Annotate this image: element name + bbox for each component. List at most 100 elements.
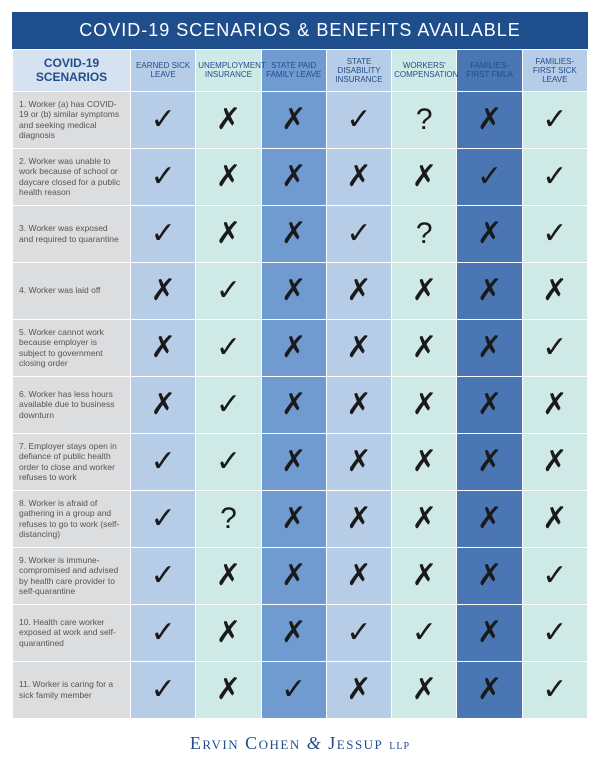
value-cell: ✓ [131,604,196,661]
value-cell: ✓ [196,433,261,490]
value-cell: ✗ [522,433,587,490]
scenario-cell: 2. Worker was unable to work because of … [13,148,131,205]
table-row: 6. Worker has less hours available due t… [13,376,588,433]
scenario-cell: 6. Worker has less hours available due t… [13,376,131,433]
value-cell: ✗ [392,148,457,205]
value-cell: ✓ [326,604,391,661]
value-cell: ✗ [522,490,587,547]
value-cell: ✗ [457,319,522,376]
value-cell: ✗ [326,433,391,490]
value-cell: ✓ [522,319,587,376]
value-cell: ✗ [261,376,326,433]
value-cell: ✗ [522,262,587,319]
value-cell: ✗ [457,604,522,661]
scenario-cell: 1. Worker (a) has COVID-19 or (b) simila… [13,91,131,148]
value-cell: ✗ [326,319,391,376]
value-cell: ✗ [326,490,391,547]
value-cell: ✗ [457,205,522,262]
benefit-header: FAMILIES-FIRST SICK LEAVE [522,50,587,92]
table-row: 4. Worker was laid off✗✓✗✗✗✗✗ [13,262,588,319]
value-cell: ✓ [131,547,196,604]
footer-ampersand: & [307,733,323,753]
scenario-cell: 8. Worker is afraid of gathering in a gr… [13,490,131,547]
footer-branding: Ervin Cohen & Jessup LLP [12,719,588,754]
value-cell: ✗ [131,262,196,319]
value-cell: ✗ [261,604,326,661]
value-cell: ✓ [522,205,587,262]
value-cell: ✗ [457,547,522,604]
value-cell: ✓ [522,91,587,148]
value-cell: ✗ [326,148,391,205]
value-cell: ✓ [131,148,196,205]
benefit-header: STATE DISABILITY INSURANCE [326,50,391,92]
value-cell: ✗ [326,661,391,718]
value-cell: ? [196,490,261,547]
value-cell: ✗ [326,547,391,604]
value-cell: ✗ [261,490,326,547]
value-cell: ✓ [392,604,457,661]
value-cell: ✓ [196,319,261,376]
value-cell: ✓ [131,661,196,718]
value-cell: ✓ [522,661,587,718]
footer-part1: Ervin Cohen [190,733,301,753]
value-cell: ✗ [196,91,261,148]
scenario-cell: 7. Employer stays open in defiance of pu… [13,433,131,490]
scenario-cell: 9. Worker is immune-compromised and advi… [13,547,131,604]
value-cell: ✓ [522,604,587,661]
header-row: COVID-19 SCENARIOS EARNED SICK LEAVEUNEM… [13,50,588,92]
value-cell: ✓ [261,661,326,718]
table-row: 7. Employer stays open in defiance of pu… [13,433,588,490]
value-cell: ✗ [457,262,522,319]
value-cell: ✗ [392,376,457,433]
scenario-cell: 5. Worker cannot work because employer i… [13,319,131,376]
scenario-header: COVID-19 SCENARIOS [13,50,131,92]
value-cell: ✗ [196,604,261,661]
value-cell: ✗ [261,547,326,604]
benefits-table: COVID-19 SCENARIOS EARNED SICK LEAVEUNEM… [12,49,588,719]
value-cell: ✓ [196,376,261,433]
value-cell: ✗ [392,547,457,604]
value-cell: ✗ [196,661,261,718]
value-cell: ✓ [131,205,196,262]
value-cell: ✗ [131,319,196,376]
table-row: 10. Health care worker exposed at work a… [13,604,588,661]
value-cell: ✗ [457,376,522,433]
scenario-cell: 11. Worker is caring for a sick family m… [13,661,131,718]
value-cell: ✗ [261,148,326,205]
value-cell: ✓ [326,91,391,148]
benefit-header: WORKERS' COMPENSATION [392,50,457,92]
value-cell: ? [392,205,457,262]
value-cell: ✗ [522,376,587,433]
value-cell: ✗ [392,262,457,319]
value-cell: ✗ [196,205,261,262]
value-cell: ✗ [326,262,391,319]
table-row: 5. Worker cannot work because employer i… [13,319,588,376]
value-cell: ✓ [131,433,196,490]
value-cell: ✓ [131,490,196,547]
value-cell: ✓ [457,148,522,205]
value-cell: ✗ [196,148,261,205]
value-cell: ✗ [131,376,196,433]
value-cell: ✗ [261,262,326,319]
value-cell: ✓ [522,148,587,205]
table-row: 11. Worker is caring for a sick family m… [13,661,588,718]
value-cell: ✗ [326,376,391,433]
value-cell: ✗ [261,433,326,490]
value-cell: ✓ [326,205,391,262]
benefit-header: STATE PAID FAMILY LEAVE [261,50,326,92]
value-cell: ✗ [457,433,522,490]
value-cell: ✗ [261,319,326,376]
value-cell: ✗ [261,91,326,148]
table-row: 1. Worker (a) has COVID-19 or (b) simila… [13,91,588,148]
value-cell: ✓ [196,262,261,319]
value-cell: ✗ [457,91,522,148]
scenario-cell: 4. Worker was laid off [13,262,131,319]
table-row: 9. Worker is immune-compromised and advi… [13,547,588,604]
value-cell: ✗ [196,547,261,604]
benefit-header: UNEMPLOYMENT INSURANCE [196,50,261,92]
footer-part2: Jessup [328,733,383,753]
value-cell: ✗ [261,205,326,262]
value-cell: ✓ [522,547,587,604]
value-cell: ? [392,91,457,148]
table-row: 8. Worker is afraid of gathering in a gr… [13,490,588,547]
